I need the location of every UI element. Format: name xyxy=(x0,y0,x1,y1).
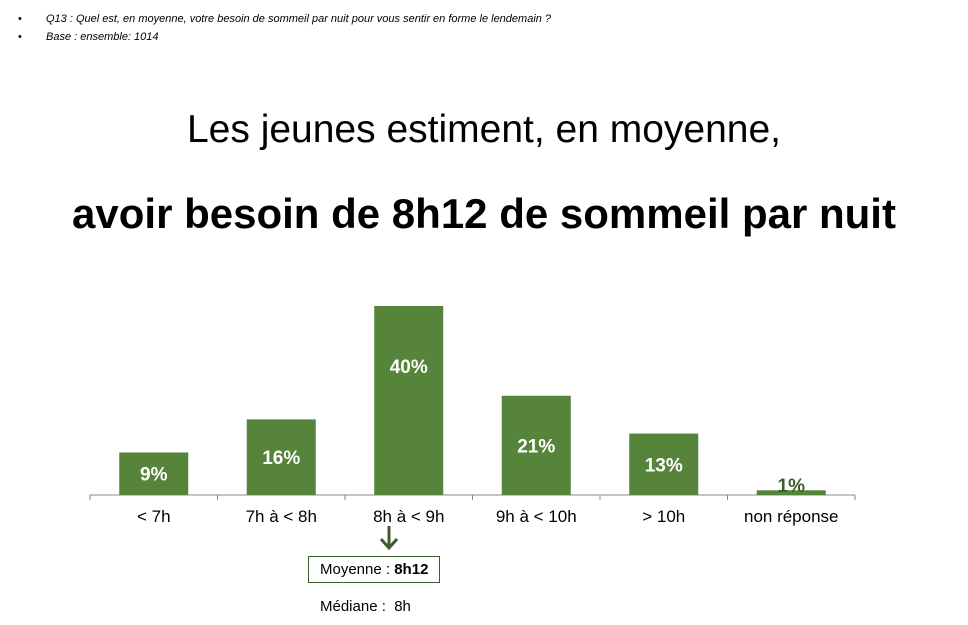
bar xyxy=(119,452,189,495)
bar-value-label: 21% xyxy=(517,436,555,457)
bar-value-label: 40% xyxy=(390,357,428,378)
bar xyxy=(246,419,316,495)
category-label: non réponse xyxy=(744,507,839,526)
bar xyxy=(756,490,826,495)
mean-stat: Moyenne : 8h12 xyxy=(308,556,441,583)
category-label: 8h à < 9h xyxy=(373,507,444,526)
mean-value: 8h12 xyxy=(394,561,429,578)
bar xyxy=(501,395,571,495)
median-label: Médiane : xyxy=(320,598,386,615)
bar-value-label: 9% xyxy=(140,465,168,486)
category-label: < 7h xyxy=(137,507,171,526)
category-label: 7h à < 8h xyxy=(246,507,317,526)
bar-value-label: 16% xyxy=(262,448,300,469)
note-question: • Q13 : Quel est, en moyenne, votre beso… xyxy=(18,10,551,28)
mean-label: Moyenne : xyxy=(320,561,395,578)
mean-box: Moyenne : 8h12 xyxy=(308,556,441,583)
question-notes: • Q13 : Quel est, en moyenne, votre beso… xyxy=(18,10,551,46)
category-label: 9h à < 10h xyxy=(496,507,577,526)
base-text: Base : ensemble: 1014 xyxy=(46,31,159,43)
bullet-icon: • xyxy=(18,31,22,43)
headline-line-1: Les jeunes estiment, en moyenne, xyxy=(186,108,782,151)
bar xyxy=(374,306,444,495)
median-stat: Médiane : 8h xyxy=(320,598,411,615)
median-value: 8h xyxy=(394,598,411,615)
bar xyxy=(629,433,699,495)
category-label: > 10h xyxy=(642,507,685,526)
question-text: Q13 : Quel est, en moyenne, votre besoin… xyxy=(46,13,552,25)
note-base: • Base : ensemble: 1014 xyxy=(18,28,551,46)
bar-value-label: 13% xyxy=(645,455,683,476)
bar-value-label: 1% xyxy=(778,476,806,497)
bullet-icon: • xyxy=(18,13,22,25)
headline-line-2: avoir besoin de 8h12 de sommeil par nuit xyxy=(72,190,896,237)
arrow-down-icon xyxy=(379,526,399,551)
